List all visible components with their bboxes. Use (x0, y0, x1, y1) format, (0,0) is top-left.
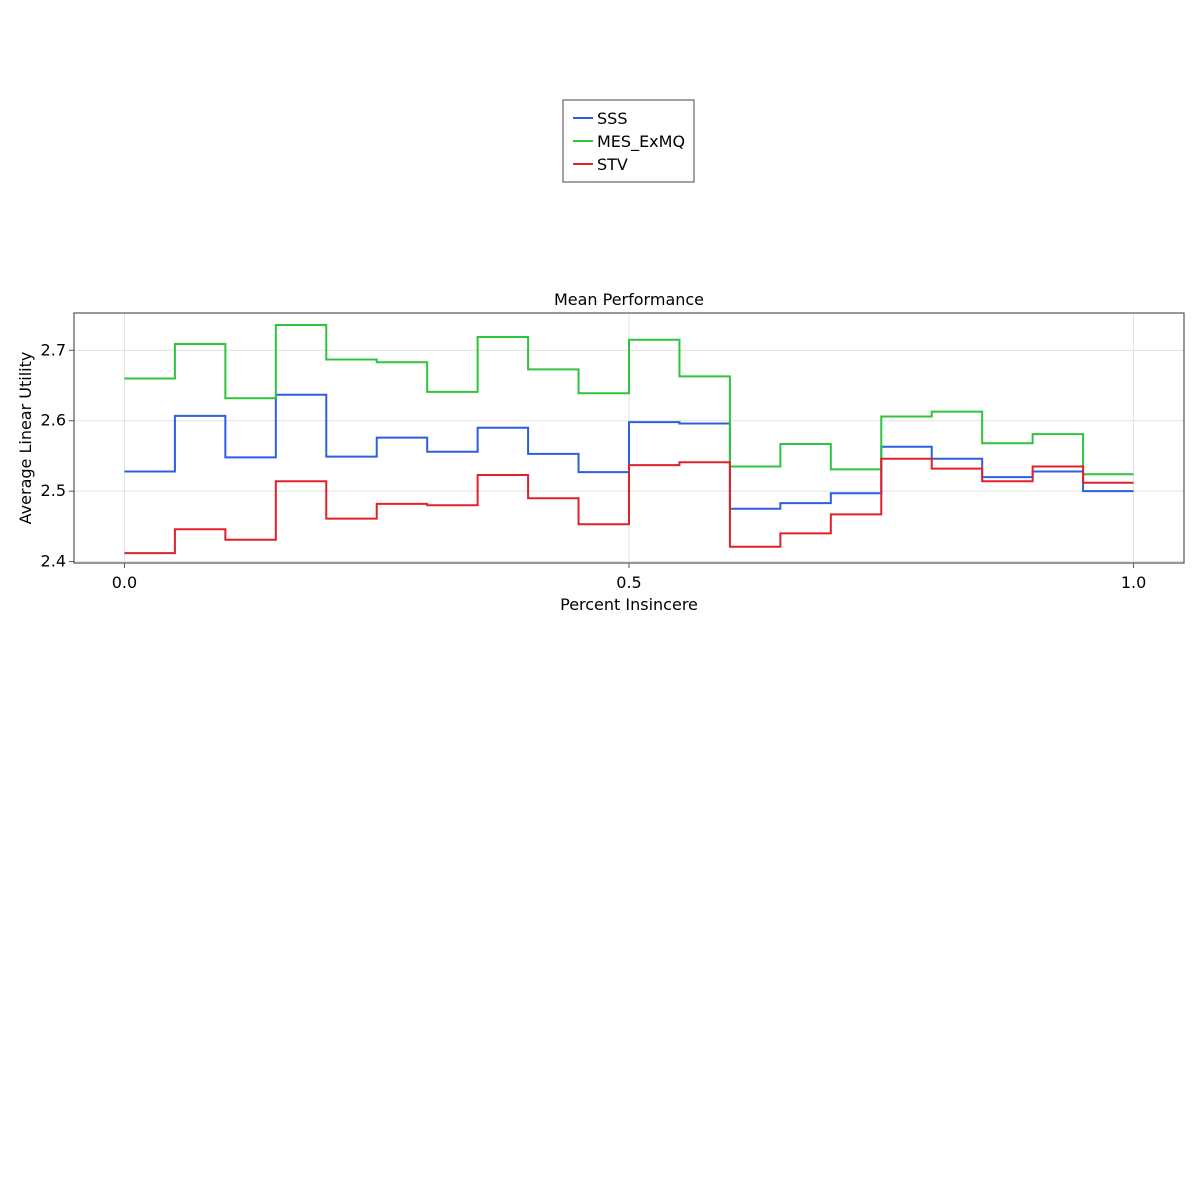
series-line-sss (124, 393, 1134, 510)
x-tick-label: 1.0 (1121, 573, 1146, 592)
legend: SSS MES_ExMQ STV (562, 99, 695, 183)
x-axis-label: Percent Insincere (560, 595, 698, 614)
x-tick-label: 0.0 (112, 573, 137, 592)
chart-title: Mean Performance (554, 290, 704, 309)
series-line-mes-exmq (124, 323, 1134, 476)
y-tick-label: 2.4 (41, 552, 66, 571)
y-tick-label: 2.5 (41, 481, 66, 500)
ticks: 0.0 0.5 1.0 2.4 2.5 2.6 2.7 (41, 340, 1147, 592)
legend-items: SSS MES_ExMQ STV (573, 109, 685, 174)
series-layer (124, 323, 1134, 555)
y-axis-label: Average Linear Utility (16, 352, 35, 525)
legend-label: SSS (597, 109, 627, 128)
legend-label: STV (597, 155, 628, 174)
series-line-stv (124, 457, 1134, 555)
y-tick-label: 2.6 (41, 411, 66, 430)
legend-label: MES_ExMQ (597, 132, 685, 152)
y-tick-label: 2.7 (41, 340, 66, 359)
x-tick-label: 0.5 (616, 573, 641, 592)
